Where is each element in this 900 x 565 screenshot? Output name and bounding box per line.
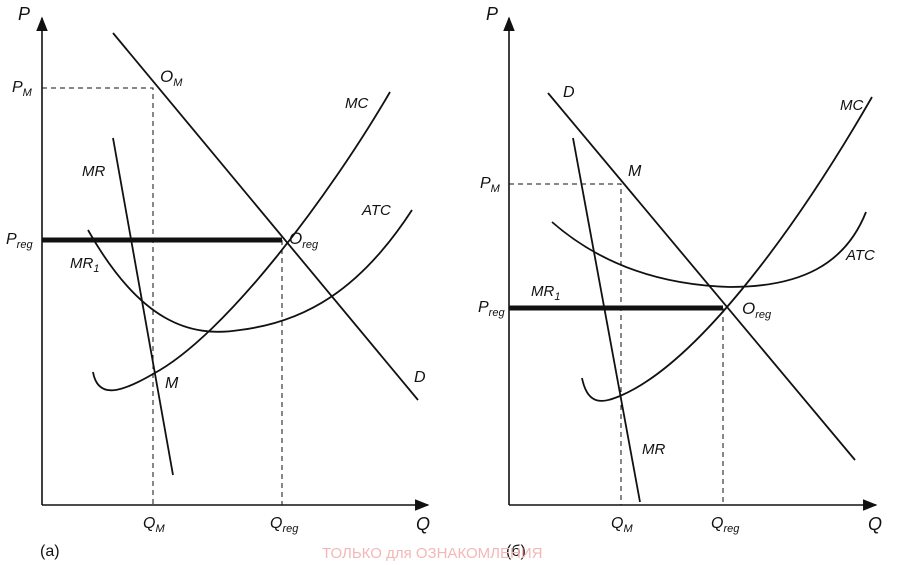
panel-b-price-monopoly-label: PM (480, 175, 501, 195)
panel-b-demand-curve (547, 92, 856, 461)
panel-b-y-axis-label: P (486, 4, 498, 24)
panel-a-point-oreg-label: Oreg (289, 229, 319, 251)
panel-a-demand-label: D (414, 369, 426, 386)
panel-b-qty-regulated-label: Qreg (711, 515, 740, 535)
panel-a-point-m-label: M (165, 375, 179, 392)
panel-a-point-om-label: OM (160, 67, 183, 89)
panel-a-price-regulated-label: Preg (6, 231, 33, 251)
panel-a-x-axis-label: Q (416, 514, 430, 534)
panel-a: P Q PM Preg QM Qreg OM Oreg M MC ATC MR … (6, 4, 430, 560)
panel-a-caption: (a) (40, 543, 60, 560)
panel-b-mc-label: MC (840, 97, 863, 114)
panel-b-atc-label: ATC (845, 247, 875, 264)
panel-b-mr-curve (572, 137, 641, 503)
panel-a-mc-curve (92, 91, 391, 392)
watermark-text: ТОЛЬКО для ОЗНАКОМЛЕНИЯ (322, 545, 542, 562)
panel-b-x-axis-label: Q (868, 514, 882, 534)
panel-b-mc-curve (581, 96, 873, 402)
panel-a-mc-label: MC (345, 95, 368, 112)
panel-a-mr1-label: MR1 (70, 255, 99, 275)
panel-a-atc-curve (87, 209, 413, 333)
panel-a-qty-regulated-label: Qreg (270, 515, 299, 535)
panel-a-price-monopoly-label: PM (12, 79, 33, 99)
panel-a-demand-curve (112, 32, 419, 401)
panel-b-atc-curve (551, 211, 867, 288)
panel-b: P Q PM Preg QM Qreg M Oreg MC ATC MR MR1… (478, 4, 882, 560)
panel-b-demand-label: D (563, 84, 575, 101)
panel-b-qty-monopoly-label: QM (611, 515, 633, 535)
panel-b-point-oreg-label: Oreg (742, 299, 772, 321)
panel-a-mr-label: MR (82, 163, 105, 180)
panel-a-qty-monopoly-label: QM (143, 515, 165, 535)
panel-b-price-regulated-label: Preg (478, 299, 505, 319)
panel-b-mr-label: MR (642, 441, 665, 458)
panel-a-atc-label: ATC (361, 202, 391, 219)
panel-a-mr-curve (112, 137, 174, 476)
panel-b-caption: (б) (506, 543, 526, 560)
panel-b-mr1-label: MR1 (531, 283, 560, 303)
panel-b-point-m-label: M (628, 163, 642, 180)
panel-a-y-axis-label: P (18, 4, 30, 24)
